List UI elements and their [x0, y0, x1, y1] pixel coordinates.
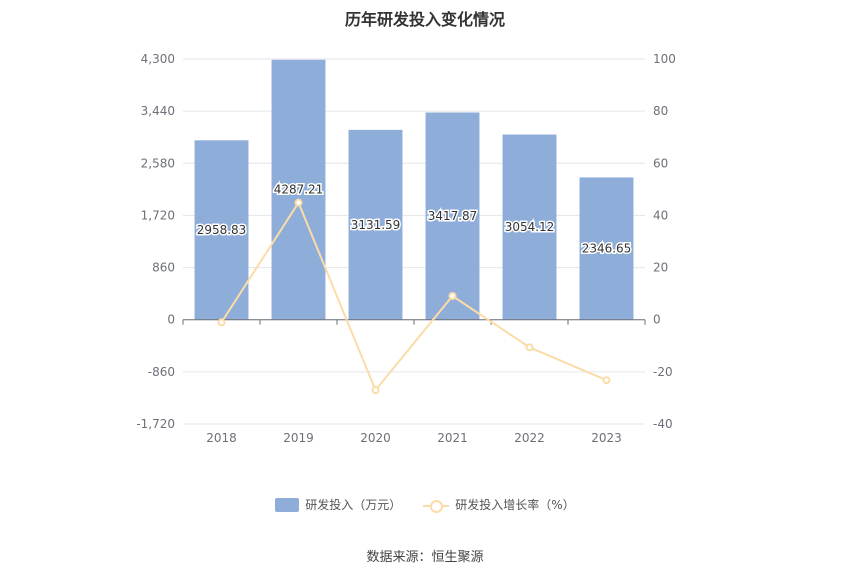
x-tick-label: 2019 [283, 431, 314, 445]
bar [579, 177, 634, 320]
legend-item-growth-rate[interactable]: 研发投入增长率（%） [423, 496, 575, 513]
y-right-tick-label: -20 [653, 365, 673, 379]
growth-point [448, 291, 457, 300]
y-left-tick-label: -860 [148, 365, 175, 379]
bar-value-label: 3131.59 [351, 218, 401, 232]
bar [425, 112, 480, 320]
y-right-tick-label: 80 [653, 104, 668, 118]
bar [502, 134, 557, 320]
legend-label-rd-spend: 研发投入（万元） [305, 498, 402, 512]
bar [194, 140, 249, 320]
y-left-tick-label: 3,440 [141, 104, 175, 118]
growth-point [371, 386, 380, 395]
x-tick-label: 2023 [591, 431, 622, 445]
bar-value-label: 3417.87 [428, 209, 478, 223]
legend-label-growth-rate: 研发投入增长率（%） [455, 498, 575, 512]
source-note: 数据来源：恒生聚源 [366, 550, 484, 565]
y-left-tick-label: -1,720 [136, 417, 175, 431]
y-right-tick-label: 40 [653, 208, 668, 222]
legend-line-swatch [423, 498, 450, 513]
bar [271, 59, 326, 320]
x-tick-label: 2021 [437, 431, 468, 445]
growth-point [217, 318, 226, 327]
growth-point [525, 343, 534, 352]
bar [348, 129, 403, 320]
x-tick-label: 2022 [514, 431, 545, 445]
y-right-tick-label: 0 [653, 313, 661, 327]
growth-point [294, 198, 303, 207]
bar-value-label: 2346.65 [582, 242, 632, 256]
legend-bar-swatch [275, 497, 300, 512]
y-left-tick-label: 2,580 [141, 156, 175, 170]
bar-value-label: 2958.83 [197, 223, 247, 237]
y-right-tick-label: 60 [653, 156, 668, 170]
y-left-tick-label: 860 [152, 261, 175, 275]
y-left-tick-label: 1,720 [141, 208, 175, 222]
y-left-tick-label: 4,300 [141, 52, 175, 66]
bar-value-label: 4287.21 [274, 183, 324, 197]
y-right-tick-label: -40 [653, 417, 673, 431]
x-tick-label: 2018 [206, 431, 237, 445]
legend: 研发投入（万元） 研发投入增长率（%） [0, 496, 850, 513]
growth-point [602, 376, 611, 385]
y-right-tick-label: 20 [653, 261, 668, 275]
y-left-tick-label: 0 [167, 313, 175, 327]
legend-item-rd-spend[interactable]: 研发投入（万元） [275, 496, 401, 513]
y-right-tick-label: 100 [653, 52, 676, 66]
growth-line [220, 200, 607, 393]
bar-value-label: 3054.12 [505, 220, 555, 234]
x-tick-label: 2020 [360, 431, 391, 445]
chart-area: -1,720 -860 0 860 1,720 2,580 3,440 4,300 -40 -20… [136, 52, 676, 445]
chart-title: 历年研发投入变化情况 [344, 10, 505, 29]
